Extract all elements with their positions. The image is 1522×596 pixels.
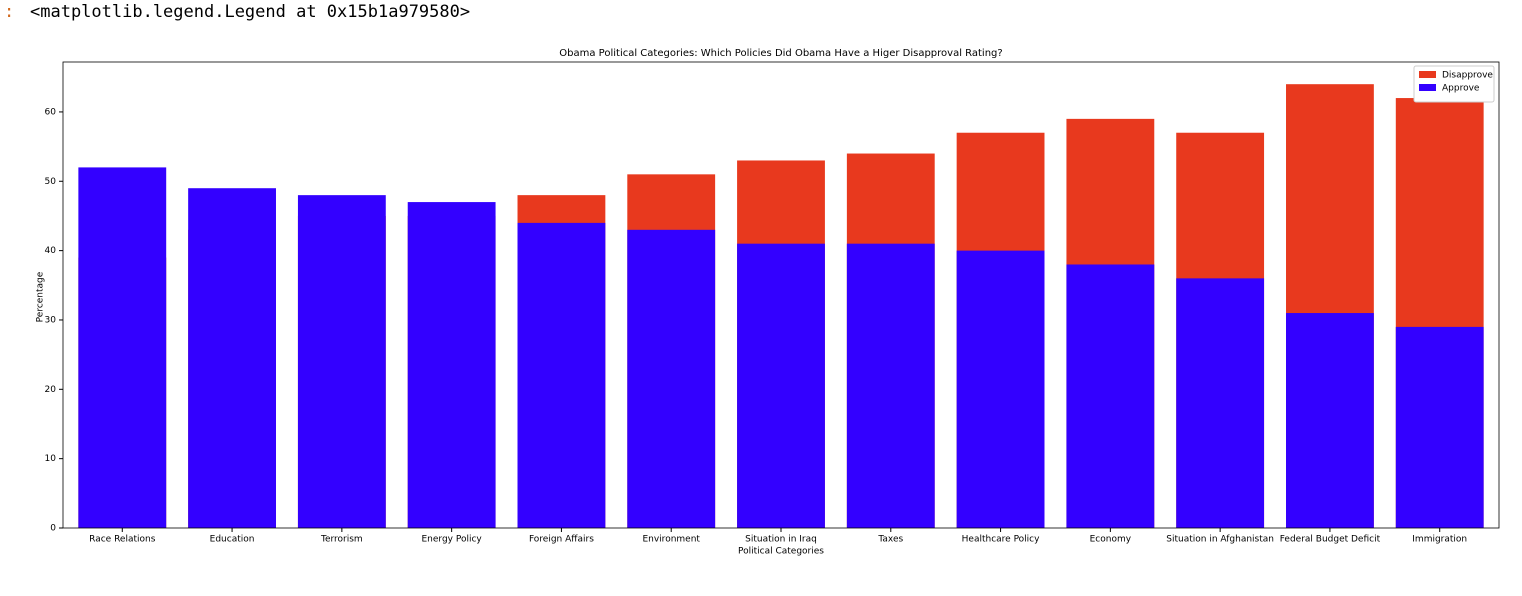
bar <box>517 222 606 528</box>
bar <box>956 250 1045 528</box>
y-tick-label: 40 <box>45 246 57 256</box>
x-tick-label: Situation in Afghanistan <box>1166 535 1274 545</box>
y-tick-label: 60 <box>45 107 57 117</box>
legend-label: Disapprove <box>1442 71 1493 81</box>
x-tick-label: Foreign Affairs <box>529 535 594 545</box>
x-tick-label: Terrorism <box>320 535 363 545</box>
y-tick-label: 50 <box>45 177 57 187</box>
bar <box>297 195 386 528</box>
x-tick-label: Race Relations <box>89 535 156 545</box>
legend-swatch <box>1419 84 1436 91</box>
bar <box>627 229 716 528</box>
y-axis-label: Percentage <box>36 271 46 322</box>
bar <box>737 243 825 529</box>
bar <box>407 202 496 528</box>
cell-prompt: : <box>4 2 14 22</box>
x-tick-label: Economy <box>1090 535 1132 545</box>
x-tick-label: Healthcare Policy <box>962 535 1040 545</box>
bar <box>846 243 935 529</box>
x-tick-label: Taxes <box>877 535 903 545</box>
x-tick-label: Environment <box>642 535 700 545</box>
bar <box>78 167 167 528</box>
bar <box>1176 278 1265 528</box>
x-axis-label: Political Categories <box>738 547 824 557</box>
legend-swatch <box>1419 71 1436 78</box>
bar <box>1066 264 1155 528</box>
x-tick-label: Federal Budget Deficit <box>1280 535 1381 545</box>
bar <box>1395 326 1484 528</box>
plot-frame <box>62 61 1500 529</box>
bar <box>1286 313 1374 528</box>
x-tick-label: Energy Policy <box>422 535 483 545</box>
chart-title: Obama Political Categories: Which Polici… <box>559 48 1002 59</box>
y-tick-label: 30 <box>45 315 57 325</box>
legend-label: Approve <box>1442 84 1480 94</box>
y-tick-label: 0 <box>50 524 56 534</box>
x-tick-label: Immigration <box>1412 535 1467 545</box>
x-tick-label: Situation in Iraq <box>745 535 817 545</box>
cell-output: <matplotlib.legend.Legend at 0x15b1a9795… <box>30 2 470 22</box>
bar <box>188 188 276 529</box>
y-tick-label: 10 <box>45 454 57 464</box>
y-tick-label: 20 <box>45 385 57 395</box>
x-tick-label: Education <box>210 535 255 545</box>
